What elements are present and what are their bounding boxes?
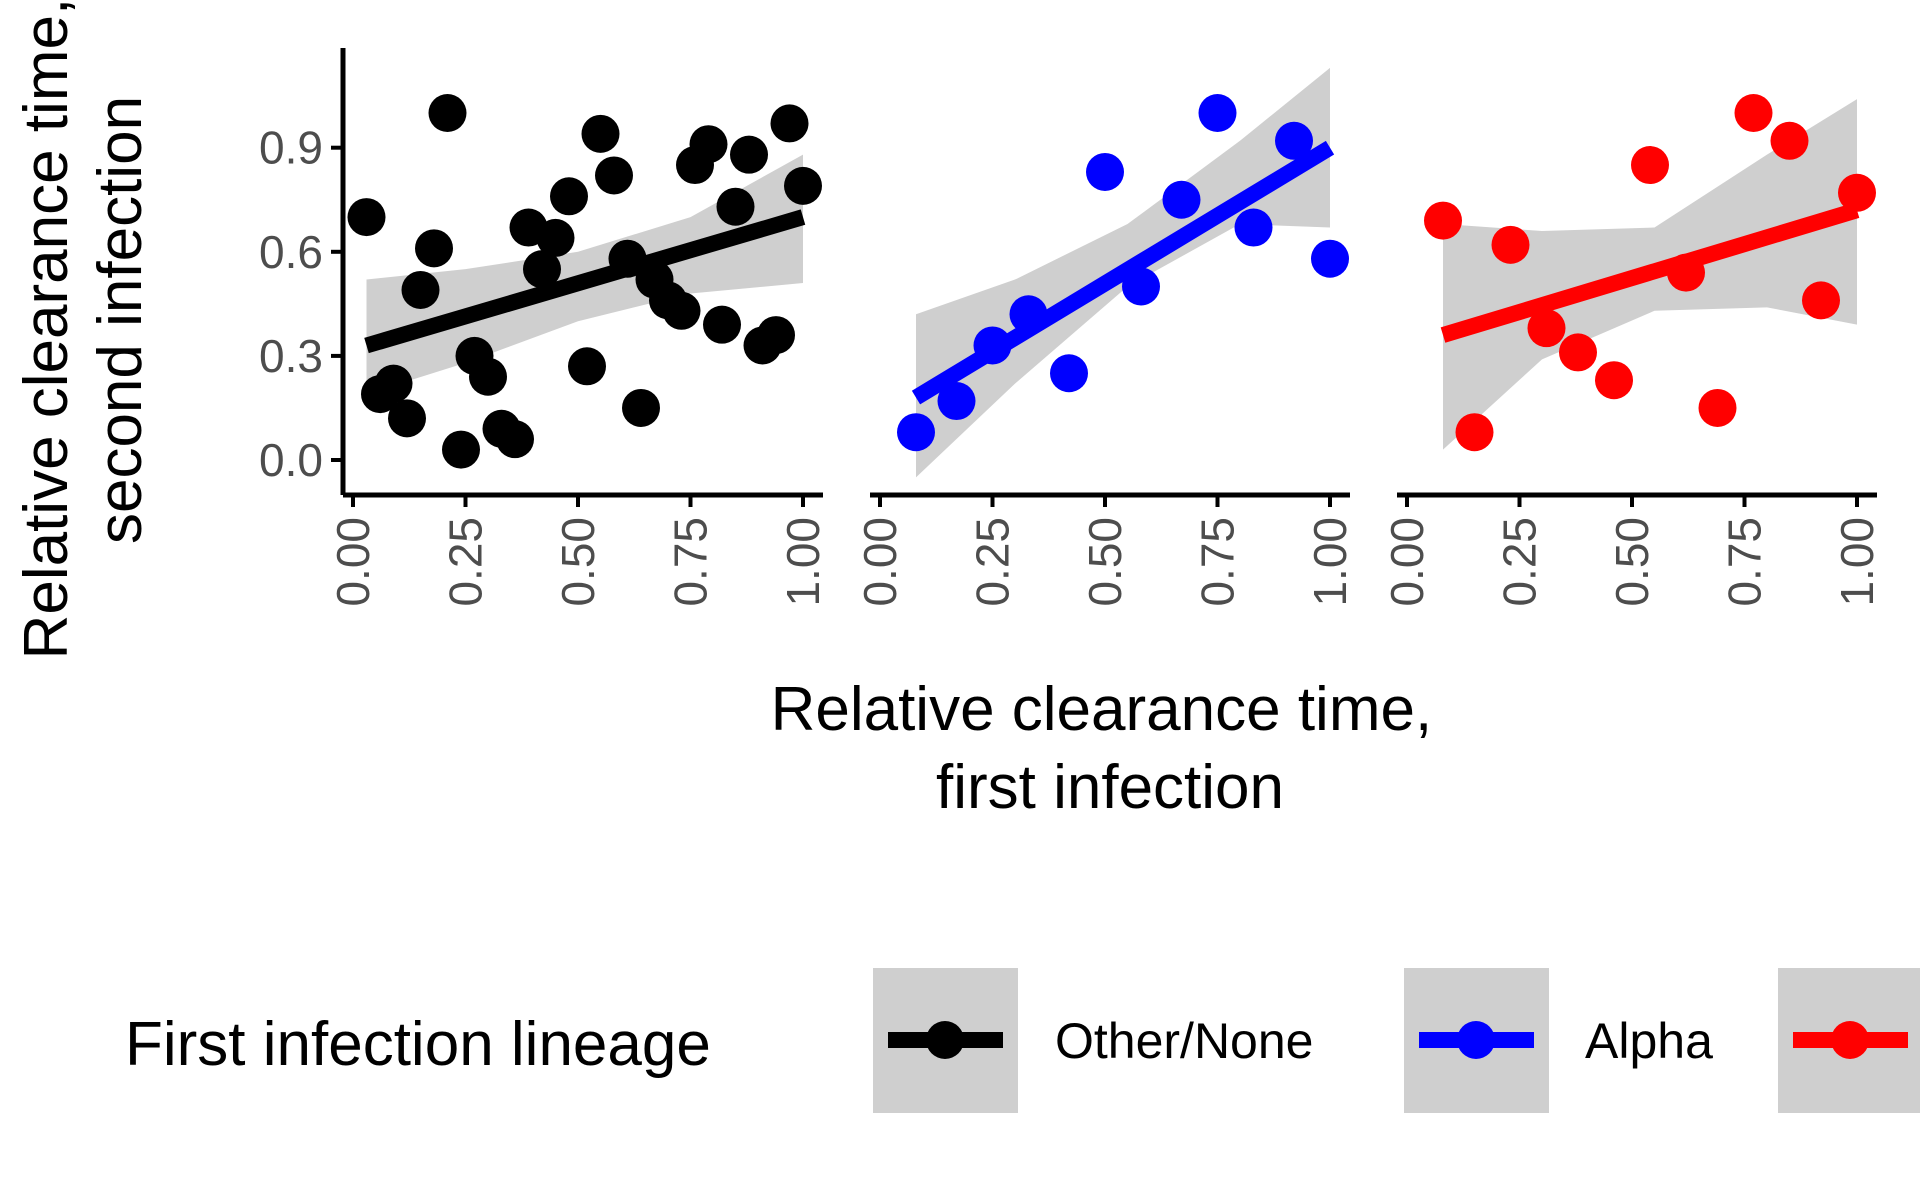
data-point bbox=[1311, 239, 1349, 278]
data-point bbox=[1234, 208, 1273, 247]
y-tick-label: 0.0 bbox=[259, 434, 323, 486]
legend-label: Other/None bbox=[1055, 1013, 1313, 1069]
y-axis-title-line-1: Relative clearance time, bbox=[12, 0, 81, 659]
data-point bbox=[374, 364, 413, 403]
data-point bbox=[523, 250, 561, 289]
data-point bbox=[568, 347, 606, 386]
x-tick-label: 0.50 bbox=[1079, 517, 1131, 607]
y-tick-label: 0.6 bbox=[259, 226, 323, 278]
data-point bbox=[1595, 361, 1633, 400]
y-axis-title-line-2: second infection bbox=[86, 96, 155, 544]
x-axis-title-line-2: first infection bbox=[936, 753, 1284, 822]
y-tick-label: 0.9 bbox=[259, 122, 323, 174]
data-point bbox=[1198, 94, 1237, 132]
x-tick-label: 0.75 bbox=[1719, 517, 1771, 607]
data-point bbox=[730, 135, 768, 174]
regression-line bbox=[911, 140, 1335, 405]
y-tick-label: 0.3 bbox=[259, 330, 323, 382]
x-tick-label: 0.25 bbox=[967, 517, 1019, 607]
regression-line bbox=[1440, 202, 1860, 343]
data-point bbox=[1770, 121, 1809, 160]
data-point bbox=[1838, 173, 1876, 212]
data-point bbox=[1631, 146, 1669, 185]
x-tick-label: 0.00 bbox=[327, 517, 379, 607]
data-point bbox=[622, 388, 660, 427]
data-point bbox=[469, 357, 507, 396]
panel-1: 0.00 0.25 0.50 0.75 1.00 bbox=[327, 94, 829, 607]
data-point bbox=[1455, 413, 1494, 452]
data-point bbox=[442, 430, 480, 469]
data-point bbox=[1734, 94, 1773, 132]
data-point bbox=[428, 94, 467, 132]
x-tick-label: 1.00 bbox=[1304, 517, 1356, 607]
data-point bbox=[595, 156, 633, 195]
data-point bbox=[716, 187, 755, 226]
x-tick-label: 0.50 bbox=[552, 517, 604, 607]
data-point bbox=[1162, 180, 1201, 219]
data-point bbox=[897, 413, 935, 452]
x-tick-label: 0.00 bbox=[1381, 517, 1433, 607]
data-point bbox=[1424, 201, 1462, 240]
panel-2: 0.00 0.25 0.50 0.75 1.00 bbox=[854, 67, 1356, 607]
data-point bbox=[1698, 388, 1737, 427]
data-point bbox=[937, 382, 976, 421]
x-axis-title-line-1: Relative clearance time, bbox=[771, 675, 1433, 744]
data-point bbox=[662, 291, 701, 330]
data-point bbox=[1122, 267, 1160, 306]
data-point bbox=[347, 198, 386, 237]
legend: First infection lineage Other/None Alpha bbox=[125, 968, 1920, 1113]
x-axis-title: Relative clearance time, first infection bbox=[771, 675, 1450, 822]
panel-3: 0.00 0.25 0.50 0.75 1.00 bbox=[1381, 94, 1883, 607]
data-point bbox=[703, 305, 741, 344]
x-tick-label: 0.50 bbox=[1606, 517, 1658, 607]
x-tick-label: 1.00 bbox=[777, 517, 829, 607]
data-point bbox=[415, 229, 453, 268]
x-tick-label: 0.25 bbox=[1494, 517, 1546, 607]
x-tick-label: 0.00 bbox=[854, 517, 906, 607]
data-point bbox=[581, 114, 620, 153]
data-point bbox=[1491, 225, 1530, 264]
data-point bbox=[536, 218, 575, 257]
x-tick-label: 0.75 bbox=[665, 517, 717, 607]
data-point bbox=[496, 420, 534, 459]
x-tick-label: 0.25 bbox=[440, 517, 492, 607]
legend-key-point bbox=[1457, 1021, 1495, 1059]
legend-label: Alpha bbox=[1585, 1013, 1713, 1069]
data-point bbox=[770, 104, 809, 143]
x-tick-label: 1.00 bbox=[1831, 517, 1883, 607]
x-tick-label: 0.75 bbox=[1192, 517, 1244, 607]
data-point bbox=[1527, 309, 1566, 348]
legend-key-point bbox=[926, 1021, 964, 1059]
data-point bbox=[1275, 121, 1313, 160]
data-point bbox=[1050, 354, 1088, 393]
y-axis-title: Relative clearance time, second infectio… bbox=[12, 0, 155, 659]
data-point bbox=[784, 166, 822, 205]
legend-key-point bbox=[1831, 1021, 1869, 1059]
plot-panels: 0.0 0.3 0.6 0.9 0.00 0.25 0.50 0.75 1.00 0.00 0.25… bbox=[259, 48, 1883, 607]
data-point bbox=[401, 270, 440, 309]
data-point bbox=[1802, 281, 1840, 320]
data-point bbox=[550, 177, 588, 216]
data-point bbox=[1086, 152, 1124, 191]
data-point bbox=[1559, 333, 1597, 372]
data-point bbox=[689, 125, 728, 164]
regression-line bbox=[364, 209, 806, 354]
legend-title: First infection lineage bbox=[125, 1010, 711, 1079]
data-point bbox=[388, 399, 426, 438]
data-point bbox=[757, 316, 795, 355]
